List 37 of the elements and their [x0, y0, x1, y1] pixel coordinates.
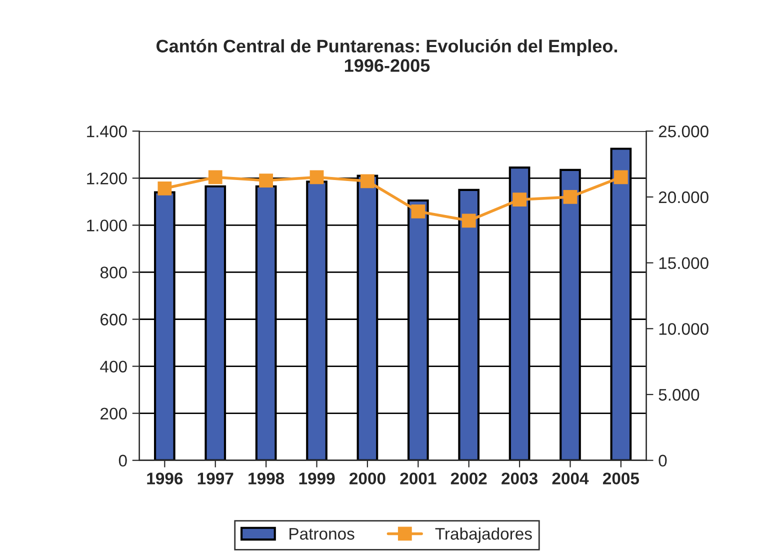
y2-tick-label: 25.000 — [658, 126, 708, 138]
x-tick-label: 1998 — [248, 472, 284, 484]
legend-label: Patronos — [290, 528, 354, 540]
x-tick-label: 2000 — [350, 472, 386, 484]
x-tick-label: 2003 — [502, 472, 538, 484]
x-tick-label: 1997 — [198, 472, 234, 484]
point — [614, 170, 628, 184]
x-tick-label: 1996 — [147, 472, 183, 484]
x-tick-label: 2002 — [450, 472, 487, 484]
point — [259, 174, 274, 188]
y2-tick-label: 5.000 — [658, 388, 700, 401]
y-tick-label: 200 — [100, 408, 127, 420]
y2-tick-label: 15.000 — [659, 257, 708, 270]
y-tick-label: 1.000 — [87, 220, 127, 232]
y2-tick-label: 10.000 — [659, 323, 708, 335]
y2-tick-label: 0 — [658, 454, 667, 467]
y2-tick-label: 20.000 — [658, 191, 708, 204]
y-tick-label: 1.400 — [87, 126, 127, 138]
y-tick-label: 800 — [100, 266, 127, 278]
point — [512, 192, 526, 207]
y-tick-label: 600 — [100, 314, 127, 326]
y-tick-label: 400 — [100, 360, 127, 372]
legend-label: Trabajadores — [435, 527, 532, 543]
x-tick-label: 1999 — [299, 472, 335, 484]
x-tick-label: 2001 — [400, 472, 436, 484]
x-tick-label: 2005 — [602, 472, 640, 484]
y-tick-label: 0 — [118, 454, 127, 467]
point — [411, 204, 426, 218]
x-tick-label: 2004 — [552, 472, 589, 484]
point — [462, 214, 476, 228]
point — [563, 190, 578, 204]
point — [310, 170, 324, 184]
point — [158, 181, 172, 196]
y-tick-label: 1.200 — [87, 172, 127, 184]
point — [208, 170, 222, 184]
chart-title: Cantón Central de Puntarenas: Evolución del Empleo. 1996-2005 — [156, 39, 618, 72]
point — [360, 174, 374, 188]
